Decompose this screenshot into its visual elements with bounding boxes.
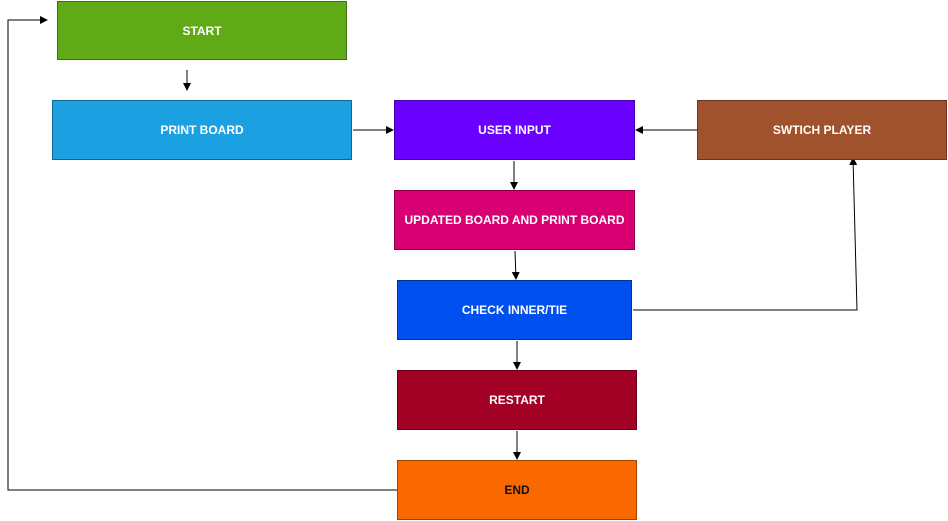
- start-node[interactable]: START: [57, 1, 347, 60]
- start-label: START: [182, 23, 222, 38]
- end-label: END: [504, 483, 530, 497]
- print-board-node[interactable]: PRINT BOARD: [52, 100, 352, 160]
- switch-player-node[interactable]: SWTICH PLAYER: [697, 100, 947, 160]
- connector-end-to-start: [7, 16, 397, 491]
- connector-check-to-switch: [633, 157, 858, 311]
- end-node[interactable]: END: [397, 460, 637, 520]
- user-input-label: USER INPUT: [478, 123, 551, 137]
- restart-label: RESTART: [489, 393, 545, 407]
- updated-board-node[interactable]: UPDATED BOARD AND PRINT BOARD: [394, 190, 635, 250]
- restart-node[interactable]: RESTART: [397, 370, 637, 430]
- connector-update-to-check: [511, 250, 520, 280]
- updated-board-label: UPDATED BOARD AND PRINT BOARD: [404, 213, 625, 227]
- check-winner-label: CHECK INNER/TIE: [461, 303, 568, 317]
- check-winner-node[interactable]: CHECK INNER/TIE: [397, 280, 632, 340]
- user-input-node[interactable]: USER INPUT: [394, 100, 635, 160]
- switch-player-label: SWTICH PLAYER: [772, 123, 872, 137]
- print-board-label: PRINT BOARD: [160, 123, 244, 137]
